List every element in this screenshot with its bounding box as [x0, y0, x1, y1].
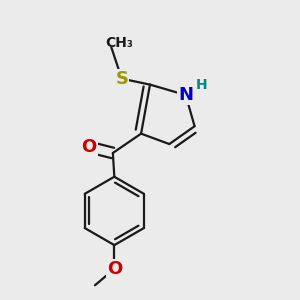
- Text: N: N: [178, 86, 193, 104]
- Text: O: O: [107, 260, 122, 278]
- Text: S: S: [115, 70, 128, 88]
- Text: CH₃: CH₃: [105, 36, 133, 50]
- Text: H: H: [196, 78, 208, 92]
- Text: O: O: [81, 138, 97, 156]
